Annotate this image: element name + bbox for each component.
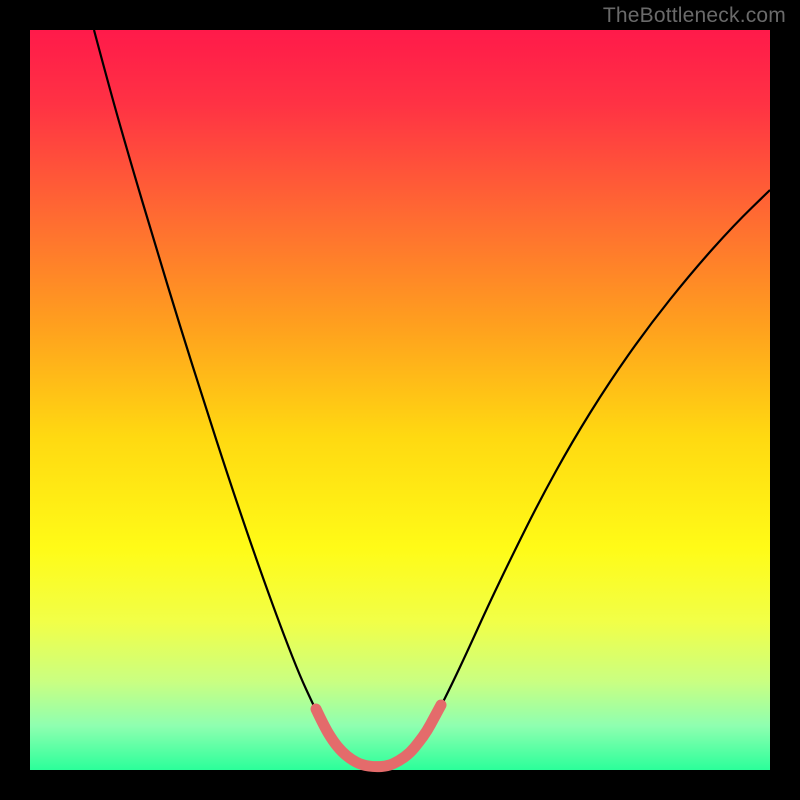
- bottleneck-curve: [94, 30, 770, 767]
- highlight-segment-0: [316, 705, 441, 767]
- curve-plot: [0, 0, 800, 800]
